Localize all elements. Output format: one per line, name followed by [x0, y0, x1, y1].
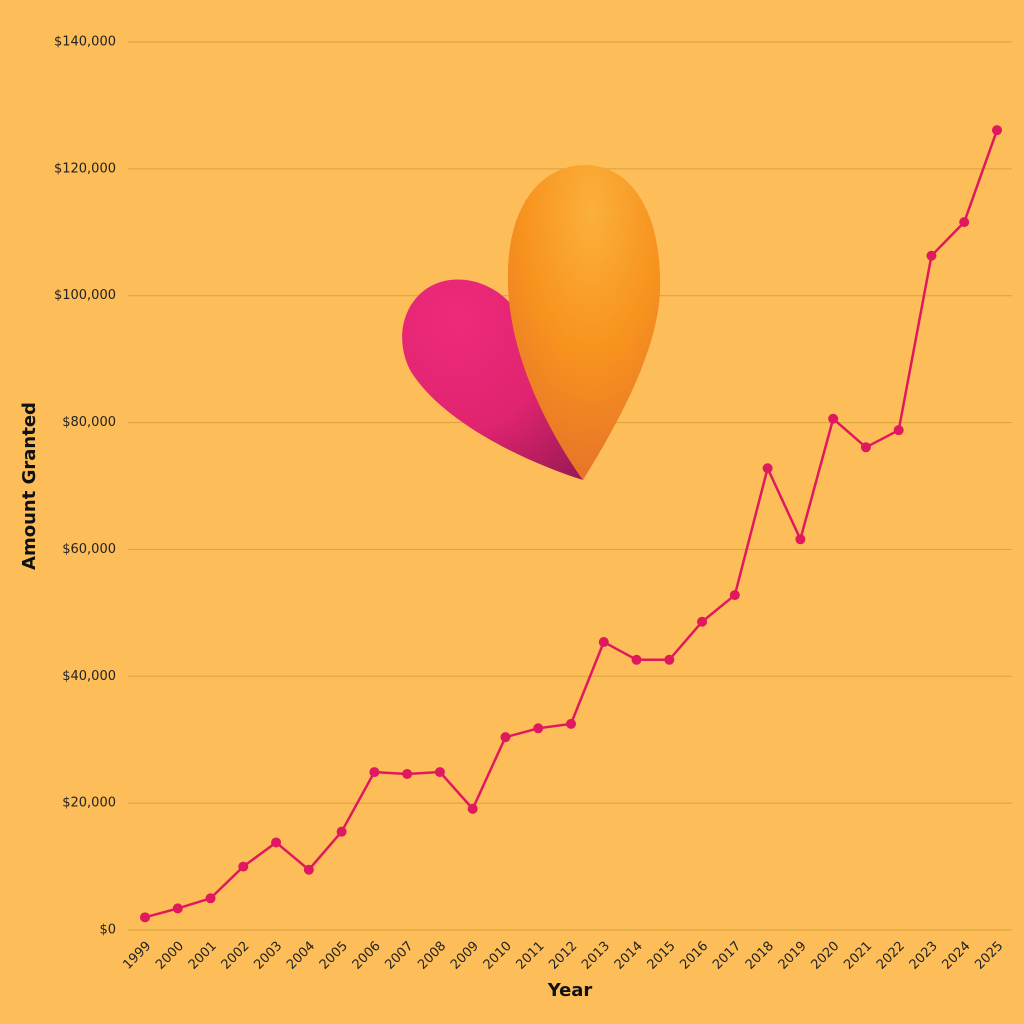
- y-tick-label: $120,000: [54, 161, 116, 176]
- y-axis-title: Amount Granted: [19, 402, 40, 570]
- y-tick-label: $100,000: [54, 288, 116, 303]
- point: [729, 590, 740, 601]
- logo-right: [507, 165, 661, 480]
- y-tick-label: $80,000: [62, 415, 116, 430]
- point: [598, 637, 609, 648]
- logo-left: [402, 279, 583, 480]
- point: [533, 723, 544, 734]
- point: [664, 654, 675, 665]
- point: [205, 893, 216, 904]
- y-tick-label: $140,000: [54, 35, 116, 50]
- point: [434, 767, 445, 778]
- point: [697, 616, 708, 627]
- point: [500, 732, 511, 743]
- y-tick-label: $40,000: [62, 669, 116, 684]
- point: [860, 442, 871, 453]
- point: [893, 425, 904, 436]
- point: [762, 463, 773, 474]
- point: [828, 413, 839, 424]
- point: [959, 217, 970, 228]
- y-tick-label: $0: [99, 923, 116, 938]
- point: [369, 767, 380, 778]
- x-axis-title: Year: [547, 980, 593, 1001]
- point: [402, 768, 413, 779]
- point: [140, 912, 150, 923]
- y-tick-label: $20,000: [62, 796, 116, 811]
- point: [926, 250, 937, 261]
- logo: [402, 165, 661, 480]
- point: [271, 837, 282, 848]
- point: [172, 903, 183, 914]
- point: [238, 861, 249, 872]
- point: [992, 125, 1002, 136]
- point: [336, 826, 347, 837]
- point: [303, 864, 314, 875]
- point: [467, 803, 478, 814]
- y-tick-label: $60,000: [62, 542, 116, 557]
- plot: [140, 125, 1002, 923]
- point: [795, 534, 806, 545]
- point: [631, 654, 642, 665]
- point: [566, 718, 576, 729]
